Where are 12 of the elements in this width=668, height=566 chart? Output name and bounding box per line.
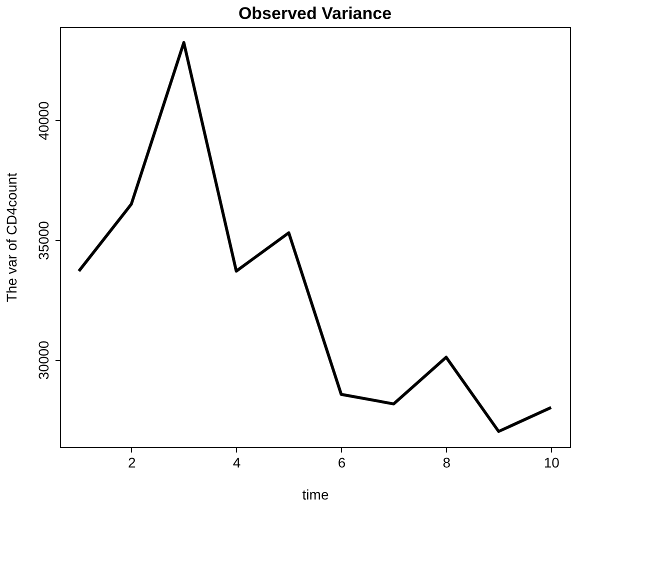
y-axis-title: The var of CD4count: [4, 172, 20, 302]
y-tick-label: 30000: [36, 340, 52, 380]
y-tick-label: 35000: [36, 220, 52, 260]
x-tick-label: 6: [338, 454, 346, 470]
line-series: [77, 41, 553, 433]
x-tick-label: 4: [232, 454, 241, 470]
chart-title: Observed Variance: [238, 4, 392, 23]
x-tick-label: 8: [442, 454, 451, 470]
x-tick-label: 10: [544, 454, 560, 470]
y-tick-label: 40000: [36, 101, 52, 140]
x-axis-title: time: [302, 486, 329, 502]
x-tick-label: 2: [128, 454, 136, 470]
